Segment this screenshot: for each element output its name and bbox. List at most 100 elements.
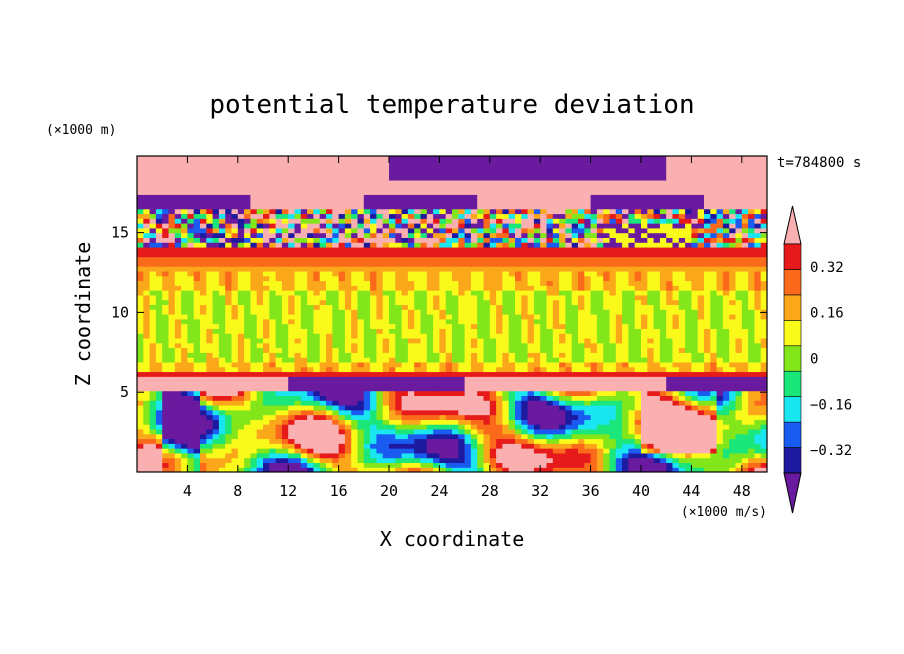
heatmap-cell <box>149 337 157 344</box>
heatmap-cell <box>326 342 333 349</box>
heatmap-cell <box>420 256 428 262</box>
heatmap-cell <box>137 256 144 262</box>
heatmap-cell <box>452 314 459 320</box>
heatmap-cell <box>741 333 749 339</box>
heatmap-cell <box>357 457 365 464</box>
heatmap-cell <box>603 232 611 238</box>
heatmap-cell <box>395 361 403 368</box>
heatmap-cell <box>672 462 680 468</box>
heatmap-cell <box>704 251 711 258</box>
heatmap-cell <box>596 395 604 401</box>
heatmap-cell <box>483 242 491 248</box>
heatmap-cell <box>389 357 396 363</box>
heatmap-cell <box>741 304 749 310</box>
heatmap-cell <box>401 275 409 282</box>
heatmap-cell <box>193 337 201 344</box>
heatmap-cell <box>351 385 359 392</box>
heatmap-cell <box>326 328 333 334</box>
heatmap-cell <box>489 452 497 459</box>
heatmap-cell <box>344 385 352 392</box>
heatmap-cell <box>748 280 755 286</box>
heatmap-cell <box>546 400 554 406</box>
heatmap-cell <box>351 275 359 282</box>
heatmap-cell <box>615 333 623 339</box>
heatmap-cell <box>489 347 497 353</box>
heatmap-cell <box>445 419 453 425</box>
heatmap-cell <box>244 232 251 238</box>
heatmap-cell <box>313 280 321 286</box>
heatmap-cell <box>483 304 491 310</box>
heatmap-cell <box>250 457 258 464</box>
heatmap-cell <box>357 290 365 296</box>
heatmap-cell <box>609 457 617 464</box>
heatmap-cell <box>193 270 201 277</box>
heatmap-cell <box>760 323 767 329</box>
heatmap-cell <box>615 246 623 253</box>
heatmap-cell <box>319 366 327 373</box>
heatmap-cell <box>439 448 447 454</box>
heatmap-cell <box>496 323 503 329</box>
heatmap-cell <box>508 342 516 349</box>
heatmap-cell <box>181 280 188 286</box>
heatmap-cell <box>426 299 434 306</box>
heatmap-cell <box>426 371 434 377</box>
heatmap-cell <box>678 232 686 238</box>
heatmap-cell <box>357 314 365 320</box>
heatmap-cell <box>433 251 440 258</box>
heatmap-cell <box>218 328 226 334</box>
heatmap-cell <box>521 400 529 406</box>
heatmap-cell <box>609 428 617 435</box>
heatmap-cell <box>647 404 655 411</box>
heatmap-cell <box>729 452 737 459</box>
heatmap-cell <box>704 237 711 243</box>
heatmap-cell <box>502 242 510 248</box>
heatmap-cell <box>716 404 724 411</box>
heatmap-cell <box>615 275 623 282</box>
heatmap-cell <box>659 352 667 358</box>
heatmap-cell <box>137 290 144 296</box>
heatmap-cell <box>420 342 428 349</box>
heatmap-cell <box>521 294 529 301</box>
heatmap-cell <box>407 304 415 310</box>
heatmap-cell <box>319 385 327 392</box>
heatmap-cell <box>502 366 510 373</box>
heatmap-cell <box>326 352 333 358</box>
heatmap-cell <box>370 457 377 464</box>
heatmap-cell <box>212 246 220 253</box>
heatmap-cell <box>590 400 598 406</box>
heatmap-cell <box>710 443 718 449</box>
heatmap-cell <box>357 323 365 329</box>
heatmap-cell <box>168 448 176 454</box>
heatmap-cell <box>647 323 655 329</box>
heatmap-cell <box>741 376 749 382</box>
heatmap-cell <box>741 404 749 411</box>
heatmap-cell <box>672 256 680 262</box>
heatmap-cell <box>458 419 466 425</box>
heatmap-cell <box>452 385 459 392</box>
heatmap-cell <box>445 424 453 430</box>
heatmap-cell <box>603 280 611 286</box>
heatmap-cell <box>288 409 296 416</box>
heatmap-cell <box>382 361 390 368</box>
heatmap-cell <box>615 390 623 396</box>
heatmap-cell <box>565 404 573 411</box>
heatmap-cell <box>162 390 170 396</box>
heatmap-cell <box>496 352 503 358</box>
heatmap-cell <box>206 433 214 440</box>
heatmap-cell <box>470 323 478 329</box>
heatmap-cell <box>748 323 755 329</box>
heatmap-cell <box>641 266 648 272</box>
heatmap-cell <box>678 443 686 449</box>
heatmap-cell <box>496 261 503 267</box>
heatmap-cell <box>508 452 516 459</box>
heatmap-cell <box>420 323 428 329</box>
heatmap-cell <box>653 443 661 449</box>
heatmap-cell <box>281 261 289 267</box>
heatmap-cell <box>483 266 491 272</box>
heatmap-cell <box>546 261 554 267</box>
heatmap-cell <box>363 419 371 425</box>
heatmap-cell <box>433 256 440 262</box>
heatmap-cell <box>729 266 737 272</box>
heatmap-cell <box>414 237 422 243</box>
heatmap-cell <box>363 256 371 262</box>
